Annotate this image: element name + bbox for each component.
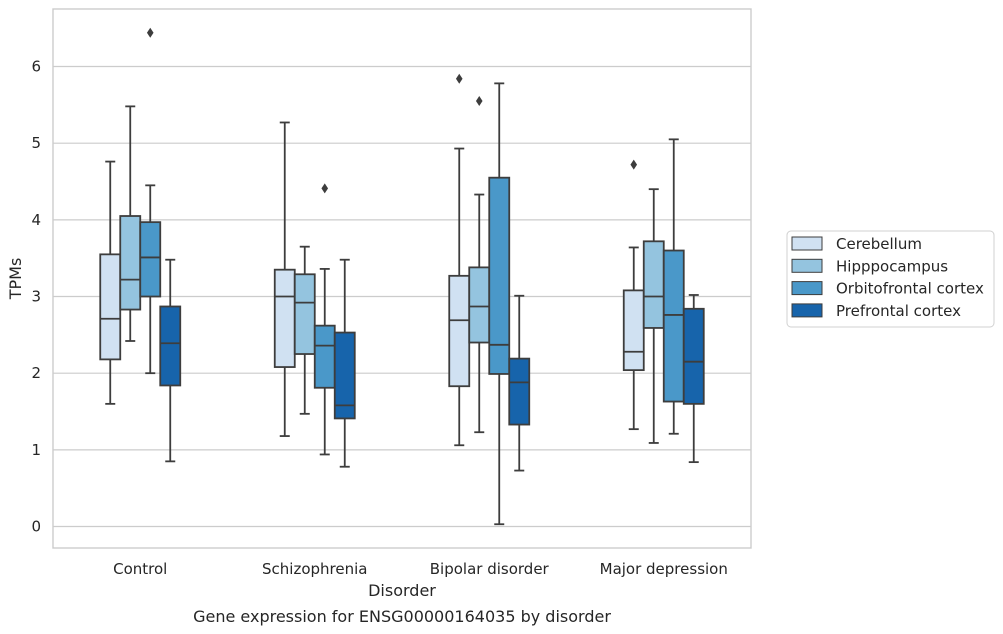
box (468, 96, 491, 434)
iqr-box (333, 331, 356, 420)
legend-label: Orbitofrontal cortex (836, 280, 984, 298)
plot-boxes (99, 27, 705, 526)
box (622, 159, 645, 431)
box (119, 105, 142, 342)
y-tick-label: 0 (31, 518, 41, 536)
iqr-box (99, 253, 122, 361)
iqr-box (642, 240, 665, 329)
legend-label: Prefrontal cortex (836, 302, 961, 320)
x-axis-ticks: Control Schizophrenia Bipolar disorder Majo… (113, 560, 728, 578)
box (293, 245, 316, 415)
x-tick-label: Schizophrenia (262, 560, 367, 578)
iqr-box (139, 221, 162, 298)
iqr-box (622, 289, 645, 372)
y-tick-label: 4 (31, 211, 41, 229)
legend-item: Prefrontal cortex (791, 302, 961, 320)
box (682, 294, 705, 464)
iqr-box (682, 307, 705, 405)
x-tick-label: Bipolar disorder (430, 560, 550, 578)
y-tick-label: 1 (31, 441, 41, 459)
iqr-box (313, 324, 336, 389)
outlier-point (455, 73, 463, 84)
iqr-box (293, 273, 316, 355)
iqr-box (273, 268, 296, 368)
legend-item: Cerebellum (791, 235, 922, 253)
plot-frame (52, 8, 752, 549)
chart-caption: Gene expression for ENSG00000164035 by d… (193, 607, 611, 626)
legend-item: Hipppocampus (791, 257, 948, 275)
iqr-box (119, 215, 142, 311)
outlier-point (146, 27, 154, 38)
legend-label: Cerebellum (836, 235, 922, 253)
x-axis-label: Disorder (368, 581, 436, 600)
box (159, 258, 182, 463)
y-tick-label: 5 (31, 134, 41, 152)
y-axis-ticks: 0 1 2 3 4 5 6 (31, 58, 41, 536)
box (662, 138, 685, 435)
box (273, 121, 296, 437)
box (99, 160, 122, 405)
box (313, 183, 336, 456)
x-tick-label: Control (113, 560, 167, 578)
iqr-box (159, 305, 182, 387)
legend-swatch (791, 303, 823, 318)
y-tick-label: 6 (31, 58, 41, 76)
legend-item: Orbitofrontal cortex (791, 280, 984, 298)
iqr-box (488, 176, 511, 375)
outlier-point (630, 159, 638, 170)
iqr-box (468, 266, 491, 344)
box (139, 27, 162, 375)
y-axis-label: TPMs (6, 258, 25, 301)
outlier-point (321, 183, 329, 194)
box (448, 73, 471, 447)
legend-swatch (791, 236, 823, 251)
iqr-box (662, 249, 685, 403)
legend-swatch (791, 281, 823, 296)
iqr-box (448, 274, 471, 388)
outlier-point (475, 96, 483, 107)
y-tick-label: 2 (31, 364, 41, 382)
y-tick-label: 3 (31, 288, 41, 306)
iqr-box (508, 357, 531, 426)
box (488, 82, 511, 526)
legend-swatch (791, 258, 823, 273)
box (333, 258, 356, 468)
legend-frame (786, 230, 995, 328)
box (508, 294, 531, 472)
legend: Cerebellum Hipppocampus Orbitofrontal cort… (786, 230, 995, 328)
box (642, 188, 665, 444)
x-tick-label: Major depression (600, 560, 728, 578)
legend-label: Hipppocampus (836, 257, 948, 275)
